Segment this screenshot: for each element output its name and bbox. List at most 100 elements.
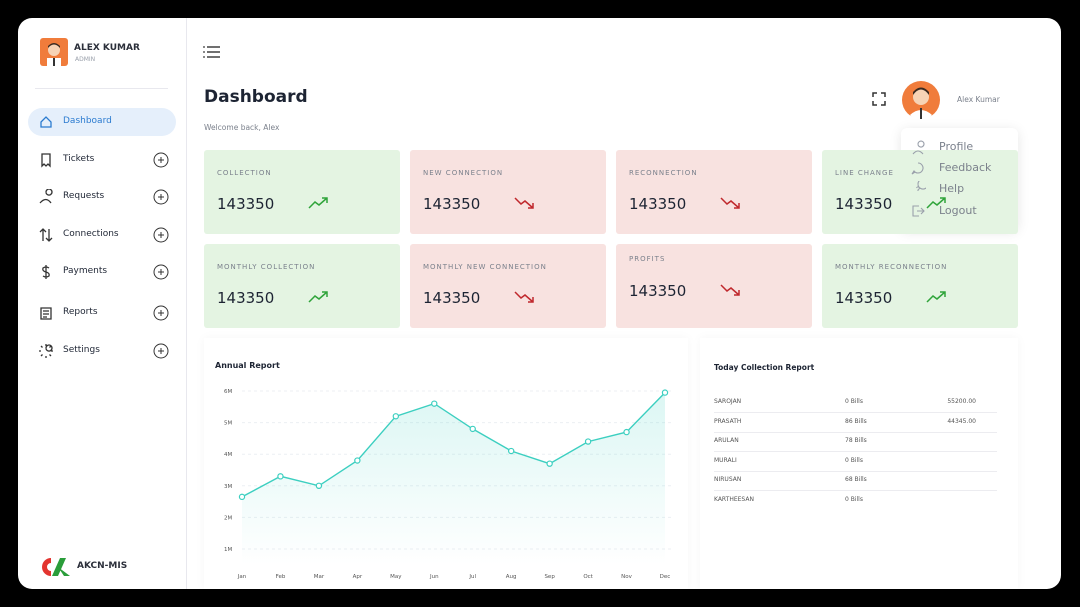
x-tick-label: Apr bbox=[353, 574, 363, 580]
row-divider bbox=[714, 471, 997, 472]
nav-icon bbox=[39, 344, 53, 358]
menu-icon bbox=[912, 140, 925, 155]
stat-card bbox=[204, 150, 400, 234]
x-tick-label: Jun bbox=[429, 574, 439, 580]
card-value: 143350 bbox=[217, 289, 275, 307]
point bbox=[238, 493, 246, 501]
divider bbox=[35, 88, 168, 89]
trend-arrow bbox=[308, 291, 328, 303]
menu-icon bbox=[911, 162, 924, 175]
chart-title: Annual Report bbox=[215, 361, 280, 370]
user-avatar bbox=[40, 38, 68, 66]
nav-label[interactable]: Requests bbox=[63, 191, 105, 201]
x-tick-label: Sep bbox=[544, 574, 555, 580]
nav-icon-shape bbox=[39, 189, 53, 204]
card-value: 143350 bbox=[217, 195, 275, 213]
expand-plus bbox=[158, 194, 164, 200]
point bbox=[431, 400, 438, 407]
area bbox=[242, 392, 665, 565]
expand-button[interactable] bbox=[153, 264, 169, 280]
menu-icon bbox=[912, 205, 925, 217]
point bbox=[354, 457, 361, 464]
stat-card bbox=[616, 244, 812, 328]
table-cell: 0 Bills bbox=[845, 457, 863, 464]
nav-icon-shape bbox=[41, 153, 51, 168]
x-tick-label: May bbox=[390, 574, 402, 580]
chart: Annual Report 1M 2M 3M 4M 5M 6M Jan Feb Mar Apr Ma… bbox=[215, 361, 671, 580]
menu-icon-shape bbox=[912, 140, 925, 155]
fullscreen-button[interactable] bbox=[872, 92, 886, 106]
card-label: LINE CHANGE bbox=[835, 169, 894, 177]
menu-toggle[interactable] bbox=[203, 45, 221, 59]
nav-icon bbox=[41, 153, 51, 168]
expand-circle bbox=[153, 305, 169, 321]
stat-card bbox=[410, 150, 606, 234]
table-cell: 0 Bills bbox=[845, 398, 863, 405]
nav-label[interactable]: Payments bbox=[63, 266, 108, 276]
card-label: MONTHLY RECONNECTION bbox=[835, 263, 948, 271]
expand-plus bbox=[158, 310, 164, 316]
nav-icon-shape bbox=[40, 116, 52, 128]
stat-card bbox=[822, 244, 1018, 328]
expand-plus bbox=[158, 232, 164, 238]
table-cell: PRASATH bbox=[714, 418, 742, 425]
nav-label[interactable]: Settings bbox=[63, 345, 100, 355]
point bbox=[661, 389, 669, 396]
card-value: 143350 bbox=[835, 289, 893, 307]
card-label: MONTHLY COLLECTION bbox=[217, 263, 316, 271]
card-value: 143350 bbox=[423, 195, 481, 213]
trend-arrow bbox=[720, 284, 740, 296]
nav-icon-shape bbox=[40, 307, 52, 320]
menu-item[interactable]: Logout bbox=[939, 204, 977, 217]
trend-icon bbox=[308, 197, 328, 209]
expand-button[interactable] bbox=[153, 189, 169, 205]
table-cell: 0 Bills bbox=[845, 496, 863, 503]
expand-button[interactable] bbox=[153, 343, 169, 359]
row-divider bbox=[714, 432, 997, 433]
nav-icon bbox=[40, 116, 52, 128]
trend-icon bbox=[514, 291, 534, 303]
expand-button[interactable] bbox=[153, 227, 169, 243]
nav-label[interactable]: Tickets bbox=[63, 154, 95, 164]
expand-button[interactable] bbox=[153, 305, 169, 321]
y-tick-label: 2M bbox=[224, 515, 232, 521]
card-value: 143350 bbox=[835, 195, 893, 213]
menu-item[interactable]: Profile bbox=[939, 140, 974, 153]
menu-item[interactable]: Feedback bbox=[939, 161, 992, 174]
nav-icon bbox=[40, 307, 52, 320]
expand-circle bbox=[153, 343, 169, 359]
row-divider bbox=[714, 451, 997, 452]
table-cell: ARULAN bbox=[714, 437, 739, 444]
nav-label[interactable]: Connections bbox=[63, 229, 119, 239]
sidebar-border bbox=[186, 18, 187, 589]
card-label: PROFITS bbox=[629, 255, 666, 263]
nav-label[interactable]: Dashboard bbox=[63, 116, 112, 126]
table-cell: KARTHEESAN bbox=[714, 496, 754, 503]
nav-icon-shape bbox=[39, 228, 53, 242]
expand-button[interactable] bbox=[153, 152, 169, 168]
header-avatar[interactable] bbox=[902, 81, 940, 119]
trend-arrow bbox=[720, 197, 740, 209]
x-tick-label: Dec bbox=[660, 574, 671, 580]
expand-plus bbox=[158, 269, 164, 275]
x-tick-label: Jan bbox=[237, 574, 247, 580]
trend-arrow bbox=[514, 197, 534, 209]
nav-icon bbox=[42, 265, 50, 279]
menu-icon-shape bbox=[916, 181, 926, 191]
point bbox=[469, 425, 476, 433]
chart-panel: Annual Report 1M 2M 3M 4M 5M 6M Jan Feb Mar Apr Ma… bbox=[204, 338, 688, 589]
card-label: COLLECTION bbox=[217, 169, 272, 177]
y-tick-label: 4M bbox=[224, 452, 232, 458]
nav-label[interactable]: Reports bbox=[63, 307, 98, 317]
user-name: ALEX KUMAR bbox=[74, 43, 140, 53]
line bbox=[241, 392, 666, 498]
stat-card bbox=[410, 244, 606, 328]
nav-item[interactable] bbox=[28, 108, 176, 136]
table-cell: 78 Bills bbox=[845, 437, 867, 444]
menu-icon-shape bbox=[912, 205, 925, 217]
menu-item[interactable]: Help bbox=[939, 182, 965, 195]
table-cell: 55200.00 bbox=[947, 398, 976, 405]
expand-plus bbox=[158, 157, 164, 163]
stat-card bbox=[822, 150, 1018, 234]
